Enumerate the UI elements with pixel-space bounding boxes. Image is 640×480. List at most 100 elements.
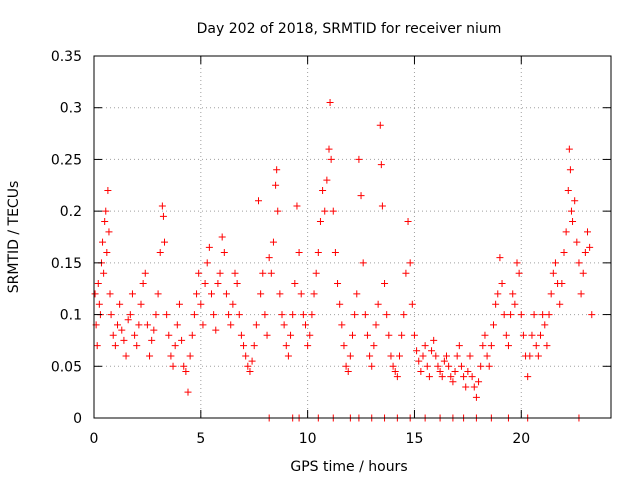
data-point bbox=[314, 249, 322, 257]
data-point bbox=[237, 331, 245, 339]
data-point bbox=[227, 321, 235, 329]
data-point bbox=[336, 300, 344, 308]
data-point bbox=[558, 280, 566, 288]
data-point bbox=[560, 249, 568, 257]
data-point bbox=[135, 321, 143, 329]
data-point bbox=[327, 155, 335, 163]
data-point bbox=[265, 254, 273, 262]
data-point bbox=[235, 311, 243, 319]
data-point bbox=[203, 259, 211, 267]
data-point bbox=[455, 342, 463, 350]
data-point bbox=[114, 321, 121, 329]
data-point bbox=[391, 367, 399, 375]
axis-ticks bbox=[93, 55, 611, 419]
data-point bbox=[201, 280, 209, 288]
data-point bbox=[148, 336, 156, 344]
data-point bbox=[100, 269, 108, 277]
data-point bbox=[445, 362, 453, 370]
data-point bbox=[109, 331, 117, 339]
data-point bbox=[278, 311, 286, 319]
data-point bbox=[468, 373, 476, 381]
data-point bbox=[547, 290, 555, 298]
data-point bbox=[165, 331, 173, 339]
data-point bbox=[308, 311, 316, 319]
data-point bbox=[511, 300, 519, 308]
data-point bbox=[466, 352, 474, 360]
data-point bbox=[449, 378, 457, 386]
data-point bbox=[451, 367, 459, 375]
data-point bbox=[470, 383, 478, 391]
data-point bbox=[263, 331, 271, 339]
data-points bbox=[91, 99, 596, 422]
data-point bbox=[310, 290, 318, 298]
data-point bbox=[295, 249, 303, 257]
data-point bbox=[93, 342, 101, 350]
data-point bbox=[400, 311, 408, 319]
data-point bbox=[504, 342, 512, 350]
data-point bbox=[571, 197, 579, 205]
data-point bbox=[167, 352, 175, 360]
y-tick-label: 0.35 bbox=[51, 49, 82, 65]
data-point bbox=[289, 311, 297, 319]
data-point bbox=[216, 269, 224, 277]
data-point bbox=[104, 186, 112, 194]
data-point bbox=[551, 259, 559, 267]
grid-lines bbox=[94, 56, 611, 418]
data-point bbox=[425, 373, 433, 381]
data-point bbox=[284, 352, 292, 360]
data-point bbox=[556, 300, 564, 308]
y-tick-label: 0.05 bbox=[51, 359, 82, 375]
data-point bbox=[312, 269, 320, 277]
data-point bbox=[355, 155, 363, 163]
data-point bbox=[139, 280, 147, 288]
data-point bbox=[541, 321, 549, 329]
data-point bbox=[539, 311, 547, 319]
data-point bbox=[361, 311, 369, 319]
data-point bbox=[351, 311, 359, 319]
data-point bbox=[567, 207, 575, 215]
data-point bbox=[205, 243, 213, 251]
data-point bbox=[528, 331, 536, 339]
data-point bbox=[479, 342, 487, 350]
data-point bbox=[406, 259, 414, 267]
data-point bbox=[180, 362, 188, 370]
data-point bbox=[438, 373, 446, 381]
data-point bbox=[244, 362, 252, 370]
data-point bbox=[393, 373, 401, 381]
data-point bbox=[462, 383, 470, 391]
data-point bbox=[158, 202, 166, 210]
chart-title: Day 202 of 2018, SRMTID for receiver niu… bbox=[197, 21, 502, 37]
data-point bbox=[257, 290, 265, 298]
data-point bbox=[193, 290, 201, 298]
data-point bbox=[326, 99, 334, 107]
data-point bbox=[331, 249, 339, 257]
data-point bbox=[261, 311, 269, 319]
data-point bbox=[259, 269, 267, 277]
data-point bbox=[161, 238, 168, 246]
data-point bbox=[197, 300, 205, 308]
data-point bbox=[509, 290, 517, 298]
data-point bbox=[152, 311, 160, 319]
data-point bbox=[182, 367, 190, 375]
data-point bbox=[276, 290, 284, 298]
data-point bbox=[357, 192, 365, 200]
data-point bbox=[374, 300, 382, 308]
data-point bbox=[173, 321, 181, 329]
data-point bbox=[368, 362, 376, 370]
data-point bbox=[410, 331, 418, 339]
data-point bbox=[287, 331, 295, 339]
data-point bbox=[222, 290, 230, 298]
x-tick-label: 10 bbox=[299, 431, 317, 447]
data-point bbox=[543, 342, 551, 350]
data-point bbox=[530, 311, 538, 319]
data-point bbox=[208, 290, 215, 298]
data-point bbox=[500, 311, 508, 319]
y-tick-label: 0.1 bbox=[60, 308, 82, 324]
y-tick-label: 0.15 bbox=[51, 256, 82, 272]
data-point bbox=[434, 362, 442, 370]
data-point bbox=[349, 331, 356, 339]
data-point bbox=[325, 145, 333, 153]
data-point bbox=[586, 243, 594, 251]
data-point bbox=[573, 238, 581, 246]
